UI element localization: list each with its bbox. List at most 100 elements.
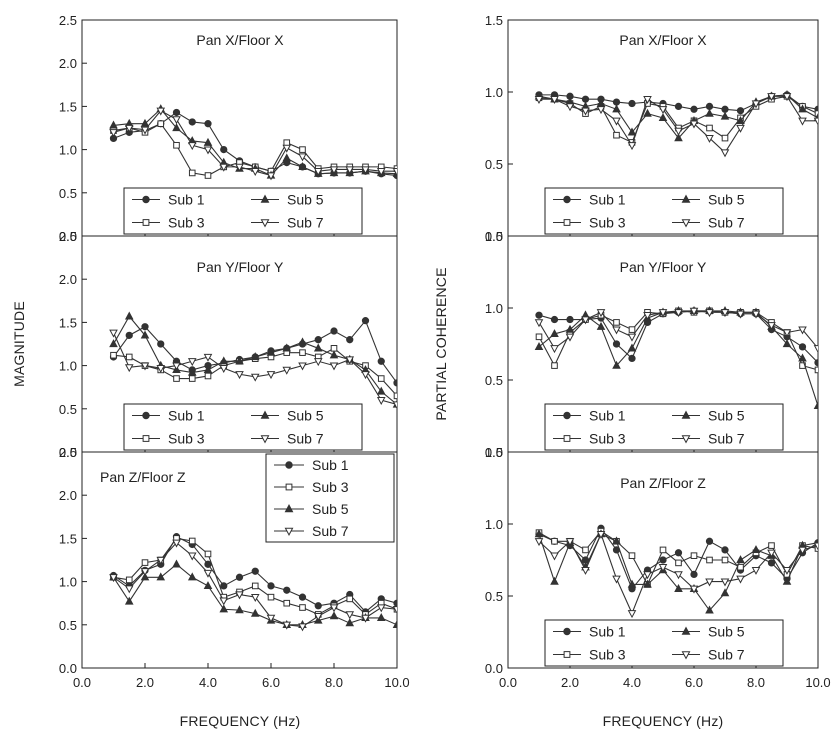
legend-label: Sub 7: [312, 523, 349, 539]
data-point: [361, 614, 370, 623]
legend-label: Sub 3: [589, 647, 626, 663]
series-sub-7: [534, 307, 818, 354]
series-sub-5: [534, 306, 818, 410]
data-point: [203, 146, 213, 155]
data-point: [705, 102, 714, 111]
data-point: [675, 559, 682, 567]
data-point: [612, 340, 621, 348]
data-point: [720, 149, 730, 158]
x-tick-label: 2.0: [136, 675, 154, 690]
data-point: [612, 360, 621, 369]
data-point: [705, 134, 714, 143]
legend: Sub 1 Sub 5 Sub 3 Sub 7: [544, 403, 784, 451]
data-point: [705, 537, 714, 545]
data-point: [188, 375, 196, 382]
data-point: [782, 566, 792, 575]
legend-label: Sub 1: [168, 408, 205, 424]
data-point: [346, 336, 354, 344]
data-point: [204, 372, 212, 380]
data-point: [612, 326, 621, 335]
data-point: [627, 142, 637, 151]
series-line: [538, 310, 818, 364]
data-point: [782, 576, 792, 585]
data-point: [140, 362, 150, 371]
data-point: [627, 579, 637, 588]
data-point: [768, 542, 775, 549]
data-point: [612, 104, 621, 113]
data-point: [250, 608, 260, 617]
data-point: [720, 111, 730, 120]
y-tick-label: 0.0: [485, 445, 503, 460]
data-point: [643, 108, 652, 117]
y-tick-label: 1.0: [59, 143, 77, 158]
data-point: [361, 371, 370, 380]
x-tick-label: 0.0: [499, 675, 517, 690]
data-point: [535, 311, 543, 319]
data-point: [299, 604, 306, 611]
data-point: [751, 545, 761, 554]
data-point: [658, 564, 668, 573]
data-point: [283, 599, 291, 607]
data-point: [187, 572, 197, 581]
data-point: [187, 358, 197, 367]
data-point: [581, 95, 590, 103]
data-point: [705, 578, 714, 587]
legend: Sub 1 Sub 3 Sub 5 Sub 7: [265, 453, 395, 543]
data-point: [782, 93, 792, 102]
data-point: [329, 362, 339, 371]
data-point: [705, 309, 714, 318]
data-point: [612, 575, 621, 584]
series-sub-7: [109, 107, 397, 181]
panel-title: Pan Y/Floor Y: [197, 259, 284, 275]
data-point: [172, 123, 181, 132]
data-point: [393, 379, 397, 387]
data-point: [813, 401, 818, 410]
data-point: [266, 172, 276, 181]
data-point: [141, 323, 149, 331]
data-point: [298, 162, 307, 171]
data-point: [721, 105, 729, 113]
data-point: [736, 124, 745, 133]
data-point: [140, 568, 150, 577]
data-point: [782, 329, 792, 338]
data-point: [204, 172, 212, 179]
data-point: [782, 339, 792, 348]
data-point: [376, 613, 386, 622]
data-point: [156, 107, 166, 116]
data-point: [392, 401, 397, 410]
legend-box: [123, 187, 363, 235]
data-point: [705, 605, 714, 614]
data-point: [250, 168, 260, 177]
y-tick-label: 0.5: [59, 186, 77, 201]
data-point: [643, 571, 652, 580]
left-x-axis-label: FREQUENCY (Hz): [180, 713, 301, 729]
legend-marker: [681, 651, 691, 660]
data-point: [204, 550, 212, 558]
data-point: [392, 168, 397, 177]
y-tick-label: 0.5: [485, 589, 503, 604]
chart-panel: [109, 311, 397, 410]
data-point: [266, 347, 276, 356]
legend-box: [544, 403, 784, 451]
data-point: [674, 102, 683, 111]
data-point: [751, 566, 761, 575]
data-point: [173, 141, 180, 149]
data-point: [376, 397, 386, 406]
series-sub-7: [109, 539, 397, 632]
data-point: [798, 104, 807, 113]
data-point: [596, 530, 606, 539]
legend-marker: [285, 461, 293, 469]
data-point: [814, 366, 818, 374]
data-point: [172, 362, 181, 371]
legend-marker: [142, 411, 150, 420]
y-tick-label: 1.5: [485, 13, 503, 28]
data-point: [659, 546, 667, 554]
legend-marker: [563, 411, 571, 420]
data-point: [235, 591, 244, 600]
y-tick-label: 0.0: [59, 229, 77, 244]
data-point: [720, 578, 730, 587]
data-point: [550, 96, 559, 105]
legend-label: Sub 1: [312, 457, 349, 473]
data-point: [140, 330, 150, 339]
data-point: [124, 596, 134, 605]
